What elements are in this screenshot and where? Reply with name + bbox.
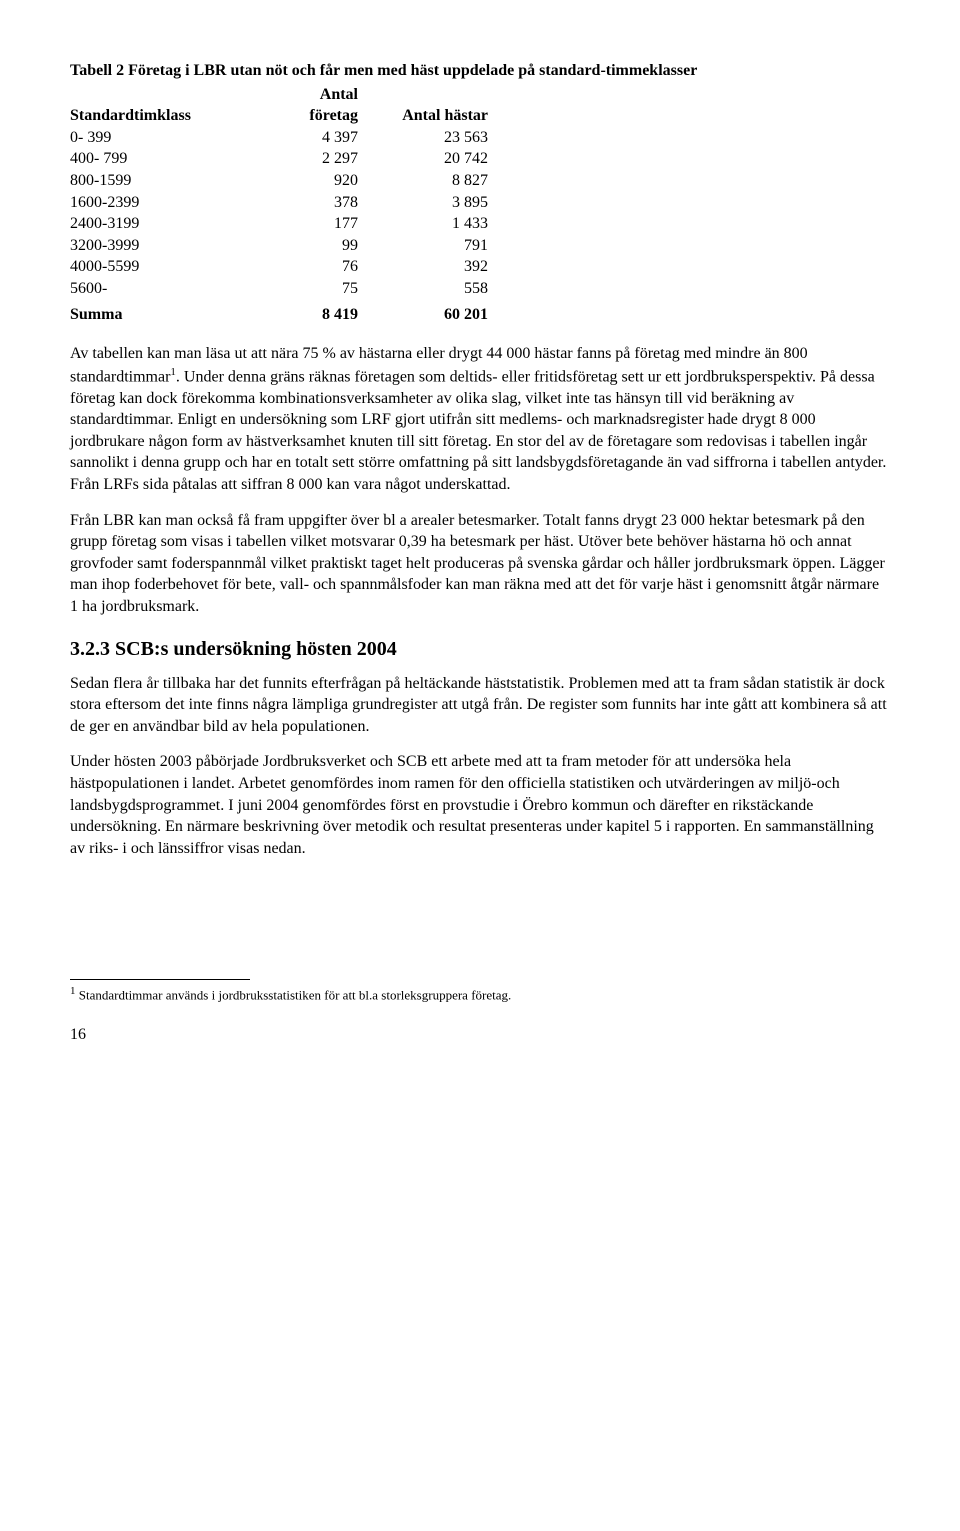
cell-foretag: 99 [268,235,398,257]
sum-label: Summa [70,300,268,326]
cell-foretag: 76 [268,256,398,278]
cell-hastar: 1 433 [398,213,528,235]
page-number: 16 [70,1024,890,1046]
cell-foretag: 378 [268,192,398,214]
sum-hastar: 60 201 [398,300,528,326]
paragraph-1: Av tabellen kan man läsa ut att nära 75 … [70,343,890,495]
cell-class: 4000-5599 [70,256,268,278]
cell-class: 400- 799 [70,148,268,170]
data-table: Standardtimklass Antal företag Antal häs… [70,84,528,326]
footnote-separator [70,979,250,980]
sum-foretag: 8 419 [268,300,398,326]
cell-foretag: 75 [268,278,398,300]
para1-cont: . Under denna gräns räknas företagen som… [70,368,886,493]
cell-foretag: 4 397 [268,127,398,149]
footnote-text: Standardtimmar används i jordbruksstatis… [76,988,512,1003]
cell-class: 2400-3199 [70,213,268,235]
table-row: 3200-399999791 [70,235,528,257]
cell-foretag: 2 297 [268,148,398,170]
table-row: 5600-75558 [70,278,528,300]
cell-hastar: 23 563 [398,127,528,149]
table-row: 0- 3994 39723 563 [70,127,528,149]
cell-foretag: 920 [268,170,398,192]
cell-hastar: 791 [398,235,528,257]
col-header-hastar: Antal hästar [398,84,528,127]
table-row: 2400-31991771 433 [70,213,528,235]
cell-class: 800-1599 [70,170,268,192]
footnote: 1 Standardtimmar används i jordbruksstat… [70,984,890,1004]
cell-class: 3200-3999 [70,235,268,257]
cell-class: 0- 399 [70,127,268,149]
cell-hastar: 3 895 [398,192,528,214]
table-row: 1600-23993783 895 [70,192,528,214]
cell-hastar: 558 [398,278,528,300]
table-row: 800-15999208 827 [70,170,528,192]
cell-foretag: 177 [268,213,398,235]
table-title: Tabell 2 Företag i LBR utan nöt och får … [70,60,890,82]
cell-hastar: 20 742 [398,148,528,170]
cell-hastar: 8 827 [398,170,528,192]
col-header-foretag: Antal företag [268,84,398,127]
cell-hastar: 392 [398,256,528,278]
table-row: 400- 7992 29720 742 [70,148,528,170]
cell-class: 5600- [70,278,268,300]
table-row: 4000-559976392 [70,256,528,278]
section-heading: 3.2.3 SCB:s undersökning hösten 2004 [70,636,890,663]
cell-class: 1600-2399 [70,192,268,214]
paragraph-2: Från LBR kan man också få fram uppgifter… [70,510,890,618]
paragraph-4: Under hösten 2003 påbörjade Jordbruksver… [70,751,890,859]
paragraph-3: Sedan flera år tillbaka har det funnits … [70,673,890,738]
col-header-class: Standardtimklass [70,84,268,127]
